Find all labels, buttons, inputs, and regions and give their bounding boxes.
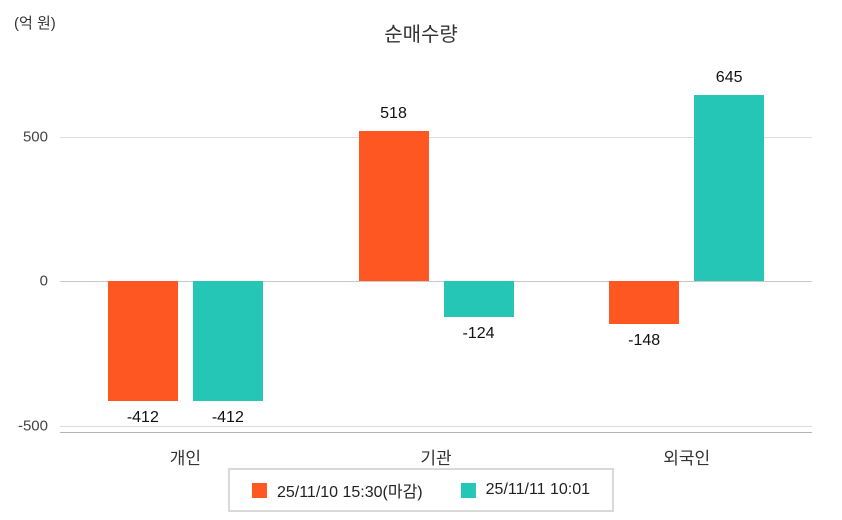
legend-swatch-teal	[460, 482, 476, 498]
bar	[609, 281, 680, 325]
category-label: 기관	[420, 449, 452, 468]
value-label: -412	[126, 408, 159, 426]
y-axis-unit-label: (억 원)	[14, 15, 56, 32]
value-label: -148	[628, 332, 661, 350]
legend: 25/11/10 15:30(마감) 25/11/11 10:01	[227, 468, 615, 512]
y-tick-label: 500	[22, 128, 48, 146]
plot-area: 500 0 -500 개인 -412 -412 기관 518 -124 외국인 -148 645	[18, 68, 812, 468]
chart-title: 순매수량	[384, 24, 458, 46]
bar	[192, 281, 263, 401]
y-tick-label: 0	[39, 272, 48, 290]
value-label: -124	[462, 325, 495, 343]
bar	[107, 281, 178, 401]
legend-swatch-orange	[251, 482, 267, 498]
legend-item-series1: 25/11/10 15:30(마감)	[251, 478, 423, 502]
legend-item-series2: 25/11/11 10:01	[460, 481, 591, 499]
value-label: 518	[380, 105, 407, 123]
category-label: 개인	[169, 449, 201, 468]
bar	[443, 281, 514, 318]
category-label: 외국인	[663, 449, 711, 468]
value-label: 645	[715, 68, 743, 86]
gridline	[60, 426, 812, 428]
gridline	[60, 281, 812, 283]
y-tick-label: -500	[17, 417, 48, 435]
legend-label-series2: 25/11/11 10:01	[485, 481, 591, 498]
bar	[358, 131, 429, 282]
value-label: -412	[211, 408, 244, 426]
bar	[694, 94, 765, 282]
gridline	[60, 136, 812, 138]
legend-label-series1: 25/11/10 15:30(마감)	[276, 484, 423, 501]
